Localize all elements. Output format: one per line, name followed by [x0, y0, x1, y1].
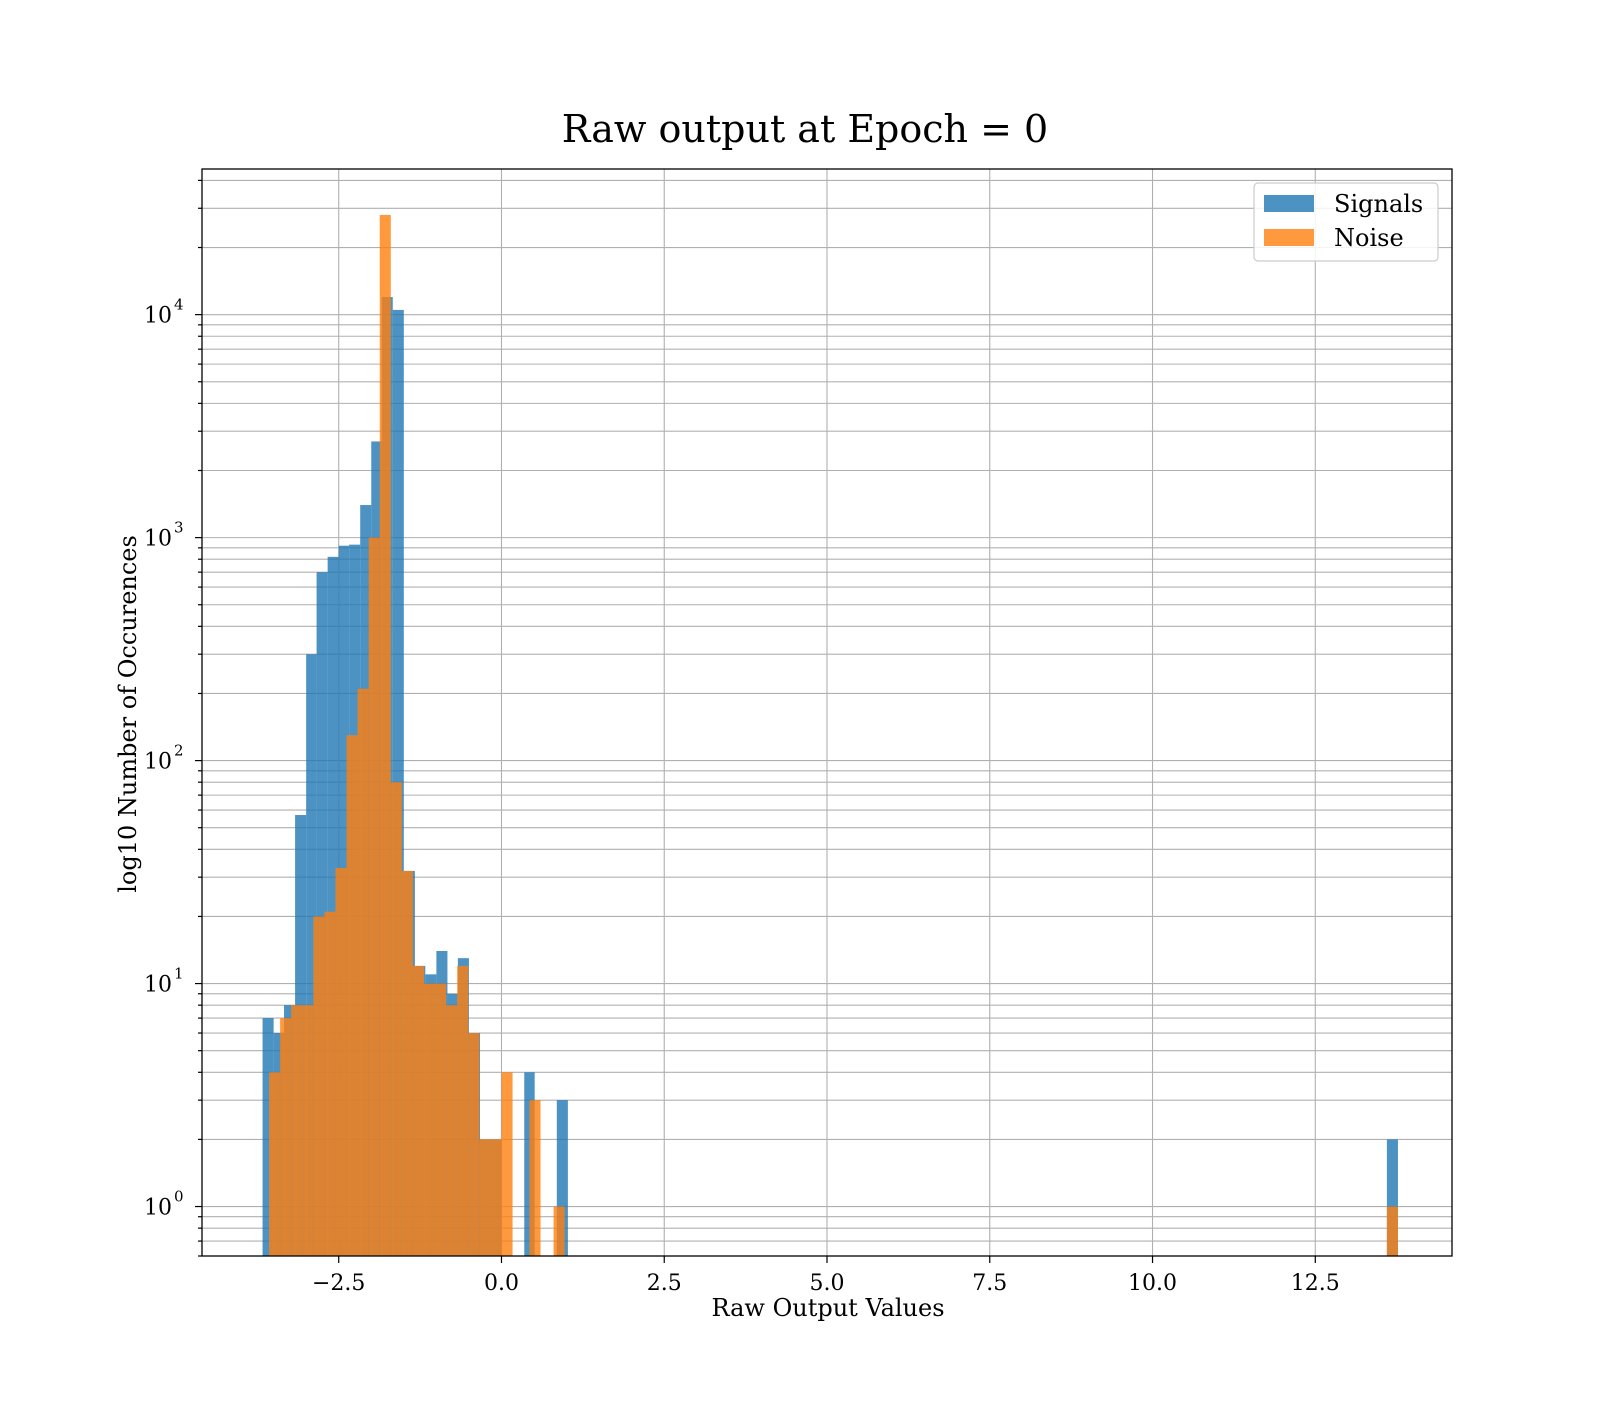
- bar-noise: [390, 782, 402, 1256]
- legend-label-signals: Signals: [1334, 190, 1423, 218]
- bar-noise: [379, 214, 391, 1256]
- y-tick-exponent: 3: [174, 519, 184, 537]
- bar-noise: [424, 983, 436, 1256]
- bar-signals: [327, 556, 339, 1256]
- y-tick-label: 10: [144, 750, 172, 775]
- bar-noise: [335, 867, 347, 1256]
- bar-noise: [435, 983, 447, 1256]
- legend: Signals Noise: [1253, 182, 1439, 262]
- bar-noise: [468, 1033, 480, 1256]
- y-tick-exponent: 2: [174, 742, 184, 760]
- bar-noise: [553, 1206, 565, 1256]
- y-tick-exponent: 0: [174, 1188, 184, 1206]
- x-tick-label: 5.0: [810, 1271, 845, 1296]
- y-tick-label: 10: [144, 973, 172, 998]
- bar-signals: [262, 1018, 274, 1256]
- x-axis-label: Raw Output Values: [711, 1294, 944, 1322]
- bar-signals: [556, 1100, 568, 1256]
- bar-noise: [401, 870, 413, 1256]
- bar-noise: [313, 916, 325, 1256]
- legend-swatch-noise: [1264, 229, 1314, 246]
- legend-label-noise: Noise: [1334, 224, 1404, 252]
- y-axis-label: log10 Number of Occurences: [114, 535, 142, 893]
- legend-swatch-signals: [1264, 195, 1314, 212]
- bar-noise: [490, 1139, 502, 1256]
- bar-noise: [346, 735, 358, 1256]
- bar-noise: [280, 1018, 292, 1256]
- y-tick-label: 10: [144, 304, 172, 329]
- bar-noise: [1386, 1206, 1398, 1256]
- y-tick-exponent: 1: [174, 965, 184, 983]
- x-tick-label: 10.0: [1128, 1271, 1177, 1296]
- bar-noise: [457, 965, 469, 1256]
- bar-noise: [357, 688, 369, 1256]
- bar-signals: [306, 654, 317, 1256]
- bar-noise: [291, 1005, 303, 1256]
- bar-noise: [412, 965, 425, 1256]
- bar-noise: [302, 1005, 314, 1256]
- y-tick-exponent: 4: [174, 296, 184, 314]
- bar-noise: [324, 911, 336, 1256]
- x-tick-label: −2.5: [312, 1271, 365, 1296]
- plot-frame: [201, 168, 1453, 1257]
- histogram-bars: [262, 214, 1398, 1257]
- chart-title: Raw output at Epoch = 0: [562, 107, 1048, 151]
- bar-noise: [368, 537, 380, 1256]
- bar-noise: [479, 1139, 491, 1256]
- x-tick-label: 2.5: [647, 1271, 682, 1296]
- x-tick-label: 7.5: [972, 1271, 1007, 1296]
- x-tick-label: 0.0: [484, 1271, 519, 1296]
- bar-signals: [316, 572, 328, 1256]
- bar-noise: [529, 1100, 541, 1256]
- bar-signals: [1386, 1139, 1398, 1256]
- y-tick-label: 10: [144, 1196, 172, 1221]
- bar-noise: [501, 1072, 513, 1256]
- x-tick-label: 12.5: [1291, 1271, 1340, 1296]
- y-tick-label: 10: [144, 527, 172, 552]
- bar-noise: [446, 1005, 458, 1256]
- bar-noise: [269, 1072, 281, 1256]
